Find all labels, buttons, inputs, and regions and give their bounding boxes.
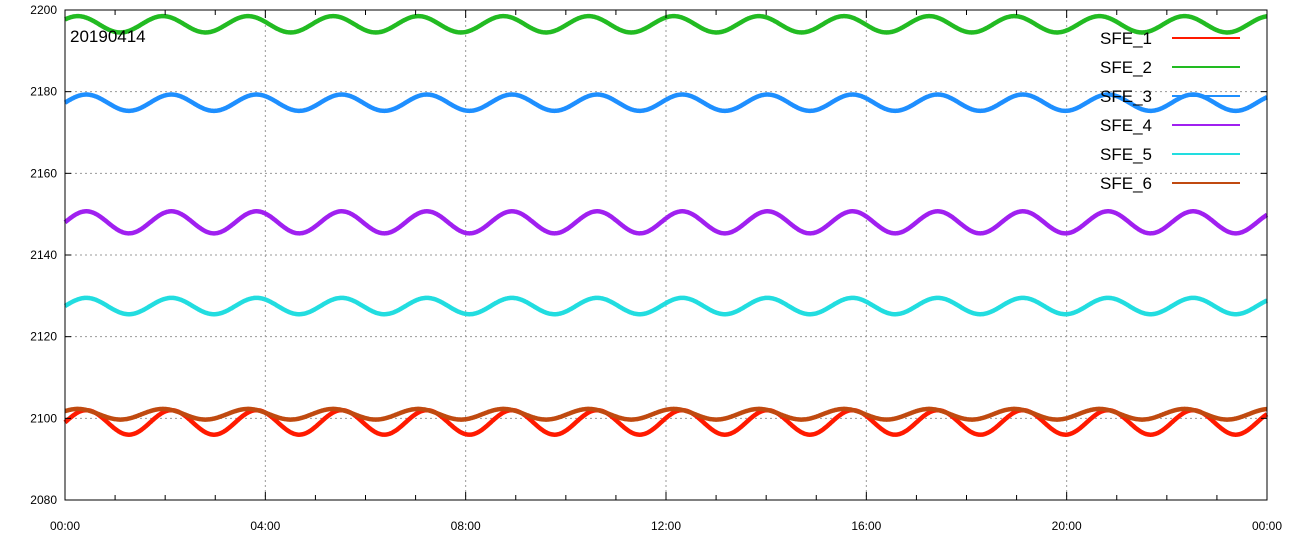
x-tick-label: 08:00 bbox=[451, 519, 481, 533]
legend-label: SFE_2 bbox=[1100, 58, 1152, 77]
y-axis-tick-labels: 2080 2100 2120 2140 2160 2180 2200 bbox=[30, 3, 57, 507]
y-tick-label: 2180 bbox=[30, 85, 57, 99]
date-annotation: 20190414 bbox=[70, 27, 146, 46]
y-tick-label: 2080 bbox=[30, 493, 57, 507]
series-line-sfe-4 bbox=[63, 209, 1269, 236]
series-line-sfe-5 bbox=[63, 295, 1269, 317]
series-line-sfe-3 bbox=[63, 92, 1269, 114]
legend-label: SFE_4 bbox=[1100, 116, 1152, 135]
legend-label: SFE_3 bbox=[1100, 87, 1152, 106]
x-tick-label: 20:00 bbox=[1052, 519, 1082, 533]
axis-ticks bbox=[64, 9, 1268, 501]
y-tick-label: 2160 bbox=[30, 166, 57, 180]
y-tick-label: 2200 bbox=[30, 3, 57, 17]
legend-label: SFE_5 bbox=[1100, 145, 1152, 164]
x-tick-label: 00:00 bbox=[1252, 519, 1282, 533]
legend-label: SFE_6 bbox=[1100, 174, 1152, 193]
x-tick-label: 04:00 bbox=[250, 519, 280, 533]
x-axis-tick-labels: 00:00 04:00 08:00 12:00 16:00 20:00 00:00 bbox=[50, 519, 1282, 533]
x-tick-label: 12:00 bbox=[651, 519, 681, 533]
x-tick-label: 16:00 bbox=[851, 519, 881, 533]
grid bbox=[65, 10, 1267, 500]
y-tick-label: 2100 bbox=[30, 411, 57, 425]
legend: SFE_1 SFE_2 SFE_3 SFE_4 SFE_5 SFE_6 bbox=[1100, 29, 1240, 193]
legend-label: SFE_1 bbox=[1100, 29, 1152, 48]
series-line-sfe-6 bbox=[63, 406, 1269, 422]
y-tick-label: 2120 bbox=[30, 330, 57, 344]
x-tick-label: 00:00 bbox=[50, 519, 80, 533]
y-tick-label: 2140 bbox=[30, 248, 57, 262]
